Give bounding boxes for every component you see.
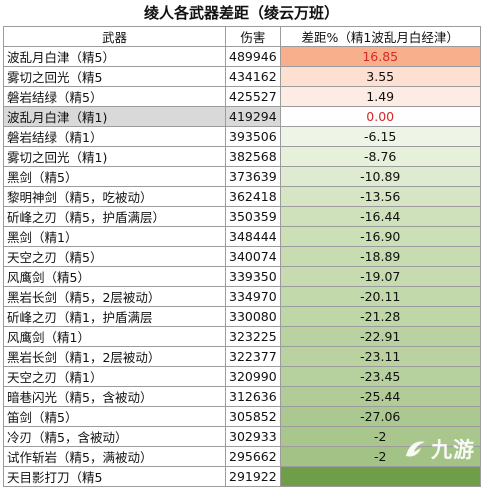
damage-cell[interactable]: 339350 bbox=[225, 266, 281, 287]
table-row: 黑岩长剑（精1，2层被动） 322377 -23.11 bbox=[3, 346, 481, 367]
gap-cell[interactable]: -22.91 bbox=[279, 326, 481, 347]
watermark-text: 九游 bbox=[431, 438, 475, 462]
damage-cell[interactable]: 330080 bbox=[225, 306, 281, 327]
damage-cell[interactable]: 312636 bbox=[225, 386, 281, 407]
damage-cell[interactable]: 489946 bbox=[225, 46, 281, 67]
table-row: 黑岩长剑（精5，2层被动） 334970 -20.11 bbox=[3, 286, 481, 307]
gap-cell[interactable]: -2 bbox=[279, 426, 481, 447]
weapon-cell[interactable]: 冷刃（精5，含被动） bbox=[3, 426, 226, 447]
gap-cell[interactable]: 0.00 bbox=[279, 106, 481, 127]
table-row: 风鹰剑（精5） 339350 -19.07 bbox=[3, 266, 481, 287]
weapon-cell[interactable]: 磐岩结绿（精1） bbox=[3, 126, 226, 147]
damage-cell[interactable]: 334970 bbox=[225, 286, 281, 307]
weapon-cell[interactable]: 磐岩结绿（精5） bbox=[3, 86, 226, 107]
weapon-cell[interactable]: 黑剑（精1） bbox=[3, 226, 226, 247]
table-row: 天空之刃（精1） 320990 -23.45 bbox=[3, 366, 481, 387]
gap-cell[interactable]: -16.90 bbox=[279, 226, 481, 247]
weapon-cell[interactable]: 斫峰之刃（精1，护盾满层 bbox=[3, 306, 226, 327]
damage-cell[interactable]: 340074 bbox=[225, 246, 281, 267]
weapon-cell[interactable]: 笛剑（精5） bbox=[3, 406, 226, 427]
gap-cell[interactable]: -10.89 bbox=[279, 166, 481, 187]
damage-cell[interactable]: 302933 bbox=[225, 426, 281, 447]
gap-cell[interactable]: -2 bbox=[279, 446, 481, 467]
table-row: 磐岩结绿（精5） 425527 1.49 bbox=[3, 86, 481, 107]
table-row: 冷刃（精5，含被动） 302933 -2 bbox=[3, 426, 481, 447]
watermark: 九游 bbox=[389, 432, 475, 466]
weapon-cell[interactable]: 雾切之回光（精5 bbox=[3, 66, 226, 87]
header-weapon[interactable]: 武器 bbox=[3, 26, 226, 47]
weapon-cell[interactable]: 黎明神剑（精5，吃被动） bbox=[3, 186, 226, 207]
header-damage[interactable]: 伤害 bbox=[225, 26, 281, 47]
weapon-cell[interactable]: 黑岩长剑（精1，2层被动） bbox=[3, 346, 226, 367]
gap-cell[interactable]: -20.11 bbox=[279, 286, 481, 307]
damage-cell[interactable]: 295662 bbox=[225, 446, 281, 467]
jiuyou-logo-icon bbox=[406, 441, 425, 457]
gap-cell[interactable]: 16.85 bbox=[279, 46, 481, 67]
table-row: 风鹰剑（精1） 323225 -22.91 bbox=[3, 326, 481, 347]
table-row: 波乱月白津（精1) 419294 0.00 bbox=[3, 106, 481, 127]
weapon-comparison-table: 武器 伤害 差距%（精1波乱月白经津） 波乱月白津（精5） 489946 16.85… bbox=[3, 26, 481, 487]
gap-cell[interactable]: -19.07 bbox=[279, 266, 481, 287]
damage-cell[interactable]: 322377 bbox=[225, 346, 281, 367]
damage-cell[interactable]: 382568 bbox=[225, 146, 281, 167]
damage-cell[interactable]: 350359 bbox=[225, 206, 281, 227]
gap-cell[interactable]: -23.11 bbox=[279, 346, 481, 367]
table-row: 雾切之回光（精1) 382568 -8.76 bbox=[3, 146, 481, 167]
table-row: 黑剑（精1） 348444 -16.90 bbox=[3, 226, 481, 247]
weapon-cell[interactable]: 天空之刃（精1） bbox=[3, 366, 226, 387]
gap-cell[interactable]: -8.76 bbox=[279, 146, 481, 167]
table-row: 波乱月白津（精5） 489946 16.85 bbox=[3, 46, 481, 67]
table-row: 黎明神剑（精5，吃被动） 362418 -13.56 bbox=[3, 186, 481, 207]
gap-cell[interactable]: 3.55 bbox=[279, 66, 481, 87]
table-row: 雾切之回光（精5 434162 3.55 bbox=[3, 66, 481, 87]
gap-cell[interactable]: -6.15 bbox=[279, 126, 481, 147]
weapon-cell[interactable]: 风鹰剑（精1） bbox=[3, 326, 226, 347]
gap-cell[interactable]: -23.45 bbox=[279, 366, 481, 387]
weapon-cell[interactable]: 试作斩岩（精5，满被动） bbox=[3, 446, 226, 467]
damage-cell[interactable]: 323225 bbox=[225, 326, 281, 347]
table-row: 天空之刃（精5） 340074 -18.89 bbox=[3, 246, 481, 267]
damage-cell[interactable]: 434162 bbox=[225, 66, 281, 87]
weapon-cell[interactable]: 波乱月白津（精5） bbox=[3, 46, 226, 67]
weapon-cell[interactable]: 斫峰之刃（精5，护盾满层） bbox=[3, 206, 226, 227]
gap-cell[interactable]: -21.28 bbox=[279, 306, 481, 327]
gap-cell[interactable]: -16.44 bbox=[279, 206, 481, 227]
gap-cell[interactable]: -13.56 bbox=[279, 186, 481, 207]
weapon-cell[interactable]: 风鹰剑（精5） bbox=[3, 266, 226, 287]
header-row: 武器 伤害 差距%（精1波乱月白经津） bbox=[3, 26, 481, 47]
weapon-cell[interactable]: 黑剑（精5） bbox=[3, 166, 226, 187]
gap-cell[interactable]: 1.49 bbox=[279, 86, 481, 107]
weapon-cell[interactable]: 雾切之回光（精1) bbox=[3, 146, 226, 167]
table-row: 试作斩岩（精5，满被动） 295662 -2 bbox=[3, 446, 481, 467]
table-row: 笛剑（精5） 305852 -27.06 bbox=[3, 406, 481, 427]
table-row: 磐岩结绿（精1） 393506 -6.15 bbox=[3, 126, 481, 147]
gap-cell[interactable]: -27.06 bbox=[279, 406, 481, 427]
sheet-title: 绫人各武器差距（绫云万班） bbox=[143, 4, 339, 22]
table-row: 斫峰之刃（精1，护盾满层 330080 -21.28 bbox=[3, 306, 481, 327]
weapon-cell[interactable]: 暗巷闪光（精5，含被动） bbox=[3, 386, 226, 407]
damage-cell[interactable]: 373639 bbox=[225, 166, 281, 187]
damage-cell[interactable]: 393506 bbox=[225, 126, 281, 147]
weapon-cell[interactable]: 黑岩长剑（精5，2层被动） bbox=[3, 286, 226, 307]
gap-cell[interactable]: -25.44 bbox=[279, 386, 481, 407]
weapon-cell[interactable]: 天空之刃（精5） bbox=[3, 246, 226, 267]
table-row: 暗巷闪光（精5，含被动） 312636 -25.44 bbox=[3, 386, 481, 407]
damage-cell[interactable]: 425527 bbox=[225, 86, 281, 107]
damage-cell[interactable]: 320990 bbox=[225, 366, 281, 387]
table-row: 斫峰之刃（精5，护盾满层） 350359 -16.44 bbox=[3, 206, 481, 227]
damage-cell[interactable]: 305852 bbox=[225, 406, 281, 427]
damage-cell[interactable]: 362418 bbox=[225, 186, 281, 207]
damage-cell[interactable]: 419294 bbox=[225, 106, 281, 127]
damage-cell[interactable]: 348444 bbox=[225, 226, 281, 247]
weapon-cell[interactable]: 波乱月白津（精1) bbox=[3, 106, 226, 127]
table-row: 黑剑（精5） 373639 -10.89 bbox=[3, 166, 481, 187]
header-gap[interactable]: 差距%（精1波乱月白经津） bbox=[279, 26, 481, 47]
gap-cell[interactable]: -18.89 bbox=[279, 246, 481, 267]
